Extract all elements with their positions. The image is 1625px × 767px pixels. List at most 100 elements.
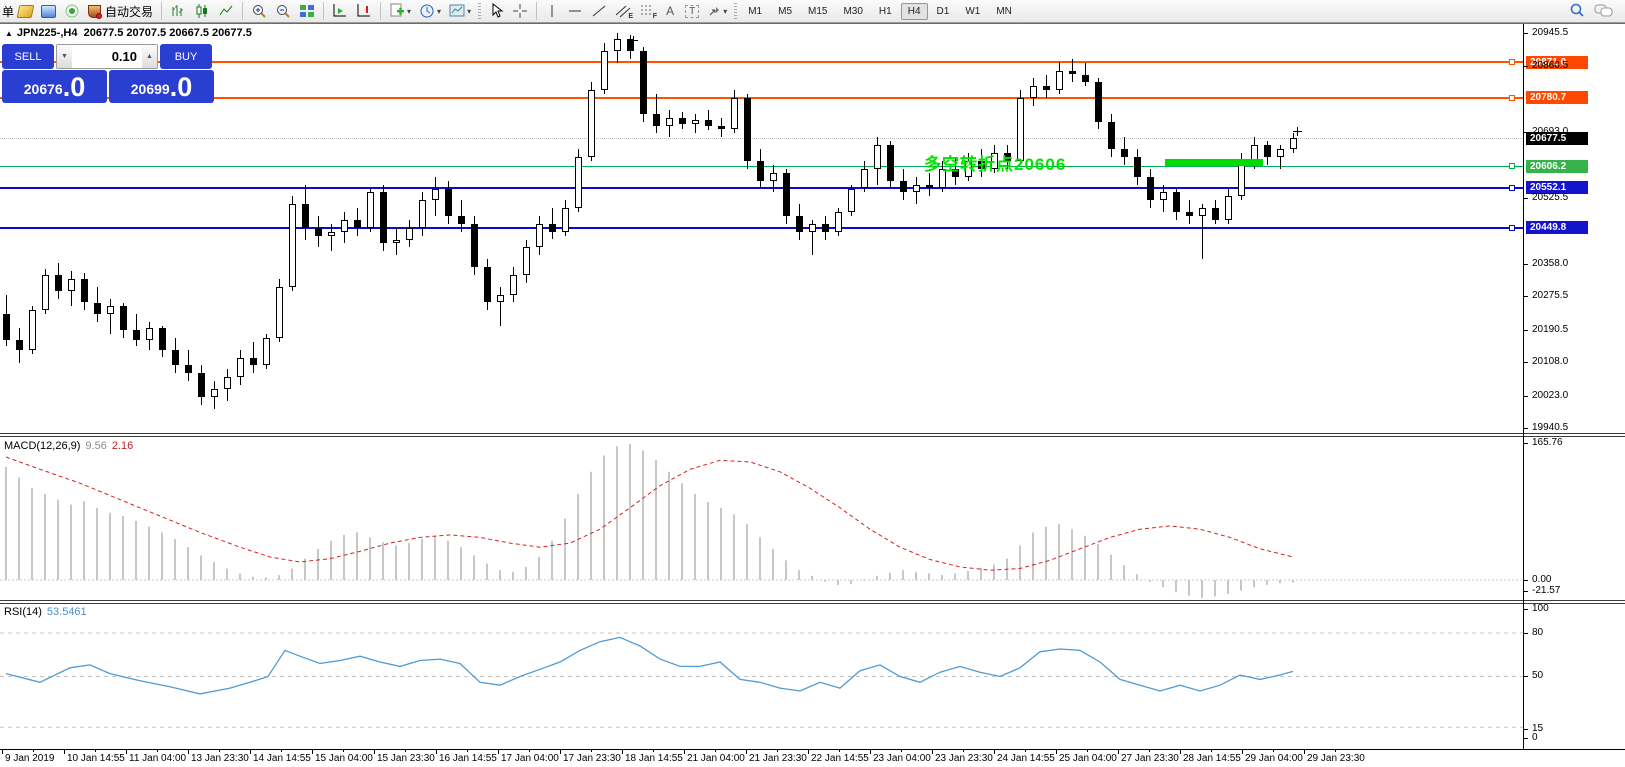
candlestick-chart-icon[interactable] xyxy=(191,1,213,21)
candle-wick xyxy=(136,314,137,346)
new-chart-dropdown-icon[interactable]: ▾ xyxy=(407,6,412,16)
candle-wick xyxy=(1072,58,1073,83)
level-line-handle[interactable] xyxy=(1509,59,1515,66)
time-axis-tick xyxy=(1242,749,1243,754)
candle-body xyxy=(952,168,959,177)
templates-icon[interactable]: ▾ xyxy=(446,1,474,21)
equidistant-channel-tool-icon[interactable]: E xyxy=(612,1,634,21)
time-axis-label: 11 Jan 04:00 xyxy=(129,753,187,764)
level-line-handle[interactable] xyxy=(1509,184,1515,191)
chat-icon[interactable] xyxy=(1591,1,1617,21)
zoom-in-icon[interactable] xyxy=(248,1,270,21)
periods-dropdown-icon[interactable]: ▾ xyxy=(437,6,442,16)
collapse-panel-icon[interactable]: ▲ xyxy=(5,29,13,38)
new-order-ticket-icon[interactable] xyxy=(15,1,36,21)
price-axis-dash xyxy=(1523,132,1528,134)
candle-body xyxy=(289,204,296,287)
volume-input[interactable] xyxy=(72,45,142,68)
new-order-button[interactable]: 单 xyxy=(2,4,15,19)
volume-decrease-button[interactable]: ▼ xyxy=(57,45,72,68)
candle-body xyxy=(263,337,270,366)
time-axis-label: 16 Jan 14:55 xyxy=(439,753,497,764)
level-line-20552.1[interactable] xyxy=(0,186,1523,189)
sell-button[interactable]: SELL xyxy=(2,44,54,69)
tile-windows-icon[interactable] xyxy=(296,1,318,21)
buy-price-button[interactable]: 20699.0 xyxy=(109,70,214,103)
candle-body xyxy=(393,239,400,244)
search-icon[interactable] xyxy=(1565,1,1589,21)
time-axis-label: 15 Jan 23:30 xyxy=(377,753,435,764)
time-axis-minor-tick xyxy=(1273,749,1274,752)
horizontal-line-tool-icon[interactable] xyxy=(564,1,586,21)
macd-axis-dash xyxy=(1523,443,1528,444)
fibonacci-tool-icon[interactable]: F xyxy=(636,1,658,21)
periods-icon[interactable]: ▾ xyxy=(416,1,444,21)
tab-w1[interactable]: W1 xyxy=(965,5,981,17)
candle-body xyxy=(276,286,283,338)
candle-wick xyxy=(1085,62,1086,87)
time-axis-label: 27 Jan 23:30 xyxy=(1121,753,1179,764)
candle-body xyxy=(1017,98,1024,161)
tab-m15[interactable]: M15 xyxy=(808,5,828,17)
candle-body xyxy=(94,302,101,315)
support-highlight-bar[interactable] xyxy=(1165,159,1263,166)
tab-d1[interactable]: D1 xyxy=(936,5,950,17)
tab-m1[interactable]: M1 xyxy=(748,5,763,17)
signals-icon[interactable] xyxy=(61,1,83,21)
volume-increase-button[interactable]: ▲ xyxy=(142,45,157,68)
line-chart-icon[interactable] xyxy=(215,1,237,21)
level-line-20780.7[interactable] xyxy=(0,96,1523,99)
zoom-out-icon[interactable] xyxy=(272,1,294,21)
arrows-tool-icon[interactable]: ▾ xyxy=(704,1,730,21)
autotrading-button[interactable]: 自动交易 xyxy=(85,1,156,21)
tab-h4[interactable]: H4 xyxy=(900,2,928,20)
tab-m30[interactable]: M30 xyxy=(843,5,863,17)
cursor-icon[interactable] xyxy=(485,1,507,21)
trendline-tool-icon[interactable] xyxy=(588,1,610,21)
candle-body xyxy=(562,208,569,232)
candle-body xyxy=(887,145,894,181)
chart-shift-icon[interactable] xyxy=(353,1,375,21)
time-axis-label: 25 Jan 04:00 xyxy=(1059,753,1117,764)
level-line-handle[interactable] xyxy=(1509,94,1515,101)
candle-body xyxy=(29,310,36,350)
price-axis-label: 20945.5 xyxy=(1532,27,1569,38)
time-axis-minor-tick xyxy=(219,749,220,752)
volume-stepper: ▼ ▲ xyxy=(56,44,158,69)
level-line-20871.0[interactable] xyxy=(0,61,1523,64)
level-line-handle[interactable] xyxy=(1509,163,1515,170)
text-label-tool-icon[interactable]: T xyxy=(682,1,702,21)
time-axis-minor-tick xyxy=(1025,749,1026,752)
candle-body xyxy=(1238,161,1245,197)
macd-axis-label: 165.76 xyxy=(1532,437,1563,448)
rsi-pane-splitter[interactable] xyxy=(0,600,1625,604)
sell-price-button[interactable]: 20676.0 xyxy=(2,70,107,103)
tab-mn[interactable]: MN xyxy=(996,5,1012,17)
tab-m5[interactable]: M5 xyxy=(778,5,793,17)
vertical-line-tool-icon[interactable] xyxy=(542,1,562,21)
new-chart-icon[interactable]: ▾ xyxy=(386,1,414,21)
templates-dropdown-icon[interactable]: ▾ xyxy=(467,6,472,16)
level-line-20677.5[interactable] xyxy=(0,137,1523,139)
bar-chart-icon[interactable] xyxy=(167,1,189,21)
crosshair-icon[interactable] xyxy=(509,1,531,21)
arrows-dropdown-icon[interactable]: ▾ xyxy=(723,6,728,16)
text-tool-icon[interactable]: A xyxy=(666,4,675,18)
market-watch-icon[interactable] xyxy=(38,1,59,21)
candle-wick xyxy=(929,172,930,197)
level-line-handle[interactable] xyxy=(1509,224,1515,231)
buy-button[interactable]: BUY xyxy=(160,44,212,69)
time-axis-minor-tick xyxy=(281,749,282,752)
auto-scroll-icon[interactable] xyxy=(329,1,351,21)
level-line-20449.8[interactable] xyxy=(0,226,1523,229)
time-axis-minor-tick xyxy=(157,749,158,752)
price-axis-dash xyxy=(1523,296,1528,298)
macd-pane-splitter[interactable] xyxy=(0,433,1625,437)
turning-point-annotation[interactable]: 多空转折点20606 xyxy=(924,155,1067,174)
rsi-indicator-label: RSI(14) 53.5461 xyxy=(4,606,87,618)
candle-body xyxy=(42,275,49,311)
candle-body xyxy=(1134,157,1141,177)
tab-h1[interactable]: H1 xyxy=(878,5,892,17)
candle-body xyxy=(354,219,361,228)
